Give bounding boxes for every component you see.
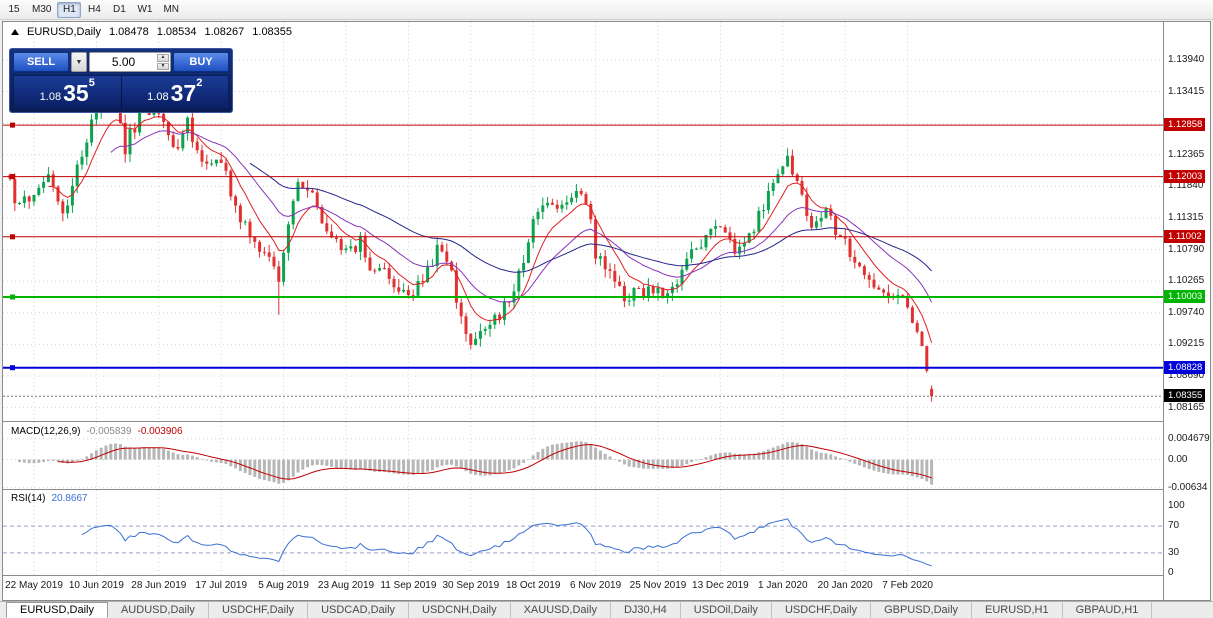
chart-tab-USDCHF-Daily[interactable]: USDCHF,Daily (209, 602, 309, 618)
chart-tabs-bar: EURUSD,Daily AUDUSD,Daily USDCHF,Daily USDC… (0, 601, 1213, 618)
sell-button[interactable]: SELL (13, 52, 69, 72)
chart-tab-USDCAD-Daily[interactable]: USDCAD,Daily (308, 602, 410, 618)
price-axis-label: 1.12365 (1168, 148, 1205, 160)
buy-button[interactable]: BUY (173, 52, 229, 72)
timeframe-toolbar: 15 M30 H1 H4 D1 W1 MN (0, 0, 1213, 20)
buy-price-prefix: 1.08 (147, 91, 169, 103)
ohlc-open: 1.08478 (108, 26, 149, 38)
chart-tab-GBPAUD-H1[interactable]: GBPAUD,H1 (1063, 602, 1153, 618)
level-price-tag: 1.11002 (1164, 229, 1205, 243)
ohlc-close: 1.08355 (252, 26, 293, 38)
chevron-down-icon: ▼ (75, 58, 83, 66)
timeframe-button-H1[interactable]: H1 (57, 1, 82, 18)
price-axis-label: 1.11840 (1168, 180, 1204, 192)
one-click-trade-panel: SELL ▼ ▲ ▼ BUY 1.08 35 5 1.0 (9, 48, 233, 113)
rsi-axis-label: 70 (1168, 520, 1180, 532)
price-axis-label: 1.13940 (1168, 54, 1205, 65)
timeframe-button-H4[interactable]: H4 (88, 4, 101, 15)
collapse-chart-icon[interactable] (11, 29, 19, 35)
timeframe-button-W1[interactable]: W1 (137, 4, 153, 15)
date-axis-label: 20 Jan 2020 (817, 580, 873, 591)
date-axis-label: 18 Oct 2019 (505, 580, 561, 591)
date-axis-label: 10 Jun 2019 (68, 580, 124, 591)
symbol-title: EURUSD,Daily (27, 26, 101, 38)
date-axis-label: 25 Nov 2019 (629, 580, 687, 591)
date-axis-label: 28 Jun 2019 (131, 580, 187, 591)
level-price-tag: 1.12858 (1164, 118, 1206, 132)
level-price-tag: 1.12003 (1164, 169, 1206, 183)
price-axis-label: 1.08690 (1168, 370, 1205, 381)
buy-price-display[interactable]: 1.08 37 2 (122, 76, 229, 108)
timeframe-button-15[interactable]: 15 (8, 4, 20, 15)
buy-price-sup: 2 (196, 77, 203, 89)
price-axis-label: 1.11315 (1168, 212, 1204, 223)
date-axis-label: 13 Dec 2019 (692, 580, 749, 591)
macd-axis-label: -0.00634 (1168, 481, 1208, 493)
price-chart[interactable] (3, 22, 1210, 600)
price-axis-label: 1.09215 (1168, 338, 1205, 350)
chart-window: EURUSD,Daily 1.08478 1.08534 1.08267 1.0… (2, 21, 1211, 601)
macd-main-value: -0.005839 (86, 426, 132, 437)
chart-tab-USDCHF-Daily[interactable]: USDCHF,Daily (772, 602, 872, 618)
lot-size-input[interactable] (90, 53, 170, 71)
horizontal-level-lines (3, 122, 1163, 397)
lot-increment-button[interactable]: ▲ (157, 54, 169, 62)
timeframe-button-M30[interactable]: M30 (32, 4, 52, 15)
macd-title: MACD(12,26,9) (11, 426, 81, 437)
price-axis-label: 1.09740 (1168, 306, 1205, 318)
sell-price-big: 35 (63, 80, 89, 107)
level-price-tag: 1.10003 (1164, 289, 1206, 303)
level-price-tag: 1.08828 (1164, 360, 1206, 374)
chart-tab-XAUUSD-Daily[interactable]: XAUUSD,Daily (511, 602, 611, 618)
sell-price-sup: 5 (88, 77, 95, 89)
date-axis-label: 22 May 2019 (5, 580, 63, 591)
macd-signal-value: -0.003906 (137, 426, 183, 437)
chart-tab-AUDUSD-Daily[interactable]: AUDUSD,Daily (108, 602, 209, 618)
chart-tab-DJ30-H4[interactable]: DJ30,H4 (611, 602, 681, 618)
macd-pane (18, 441, 934, 485)
price-axis-label: 1.10265 (1168, 275, 1205, 287)
lot-decrement-button[interactable]: ▼ (157, 62, 169, 70)
macd-axis-label: 0.00 (1168, 453, 1188, 465)
rsi-axis-label: 0 (1168, 567, 1174, 578)
sell-price-display[interactable]: 1.08 35 5 (14, 76, 122, 108)
chart-tab-USDOil-Daily[interactable]: USDOil,Daily (681, 602, 772, 618)
date-axis-label: 6 Nov 2019 (570, 580, 622, 591)
price-axis-label: 1.13415 (1168, 85, 1205, 97)
rsi-axis-label: 100 (1168, 500, 1185, 511)
date-axis-label: 7 Feb 2020 (882, 580, 933, 591)
rsi-pane (81, 518, 932, 567)
rsi-value: 20.8667 (51, 493, 88, 504)
rsi-indicator-label: RSI(14) 20.8667 (11, 493, 88, 504)
timeframe-button-D1[interactable]: D1 (113, 4, 126, 15)
price-axis-label: 1.10790 (1168, 243, 1205, 255)
date-axis-label: 23 Aug 2019 (317, 580, 375, 591)
moving-averages-layer (48, 115, 933, 344)
date-axis-label: 30 Sep 2019 (442, 580, 500, 591)
chart-tab-GBPUSD-Daily[interactable]: GBPUSD,Daily (871, 602, 973, 618)
date-axis-label: 5 Aug 2019 (258, 580, 309, 591)
price-axis[interactable]: 1.139401.134151.128901.123651.118401.113… (1163, 22, 1210, 600)
ohlc-header: EURUSD,Daily 1.08478 1.08534 1.08267 1.0… (11, 26, 292, 38)
date-axis-label: 1 Jan 2020 (758, 580, 808, 591)
sell-price-prefix: 1.08 (39, 91, 62, 103)
chart-tab-USDCNH-Daily[interactable]: USDCNH,Daily (409, 602, 511, 618)
ohlc-high: 1.08534 (156, 26, 197, 38)
rsi-title: RSI(14) (11, 493, 46, 504)
lot-dropdown-button[interactable]: ▼ (71, 52, 87, 72)
macd-axis-label: 0.004679 (1168, 432, 1210, 444)
date-axis-label: 17 Jul 2019 (195, 580, 248, 591)
price-axis-label: 1.08165 (1168, 401, 1205, 413)
date-axis-label: 11 Sep 2019 (380, 580, 437, 591)
chart-tab-EURUSD-H1[interactable]: EURUSD,H1 (972, 602, 1063, 618)
chart-tab-EURUSD-Daily[interactable]: EURUSD,Daily (6, 602, 108, 618)
date-axis[interactable]: 22 May 2019 10 Jun 2019 28 Jun 2019 17 Jul … (3, 578, 1163, 596)
current-price-tag: 1.08355 (1164, 389, 1206, 403)
macd-indicator-label: MACD(12,26,9) -0.005839 -0.003906 (11, 426, 183, 437)
ohlc-low: 1.08267 (204, 26, 245, 38)
timeframe-button-MN[interactable]: MN (163, 4, 180, 15)
lot-size-field: ▲ ▼ (89, 52, 171, 72)
rsi-axis-label: 30 (1168, 546, 1180, 558)
buy-price-big: 37 (170, 80, 197, 107)
